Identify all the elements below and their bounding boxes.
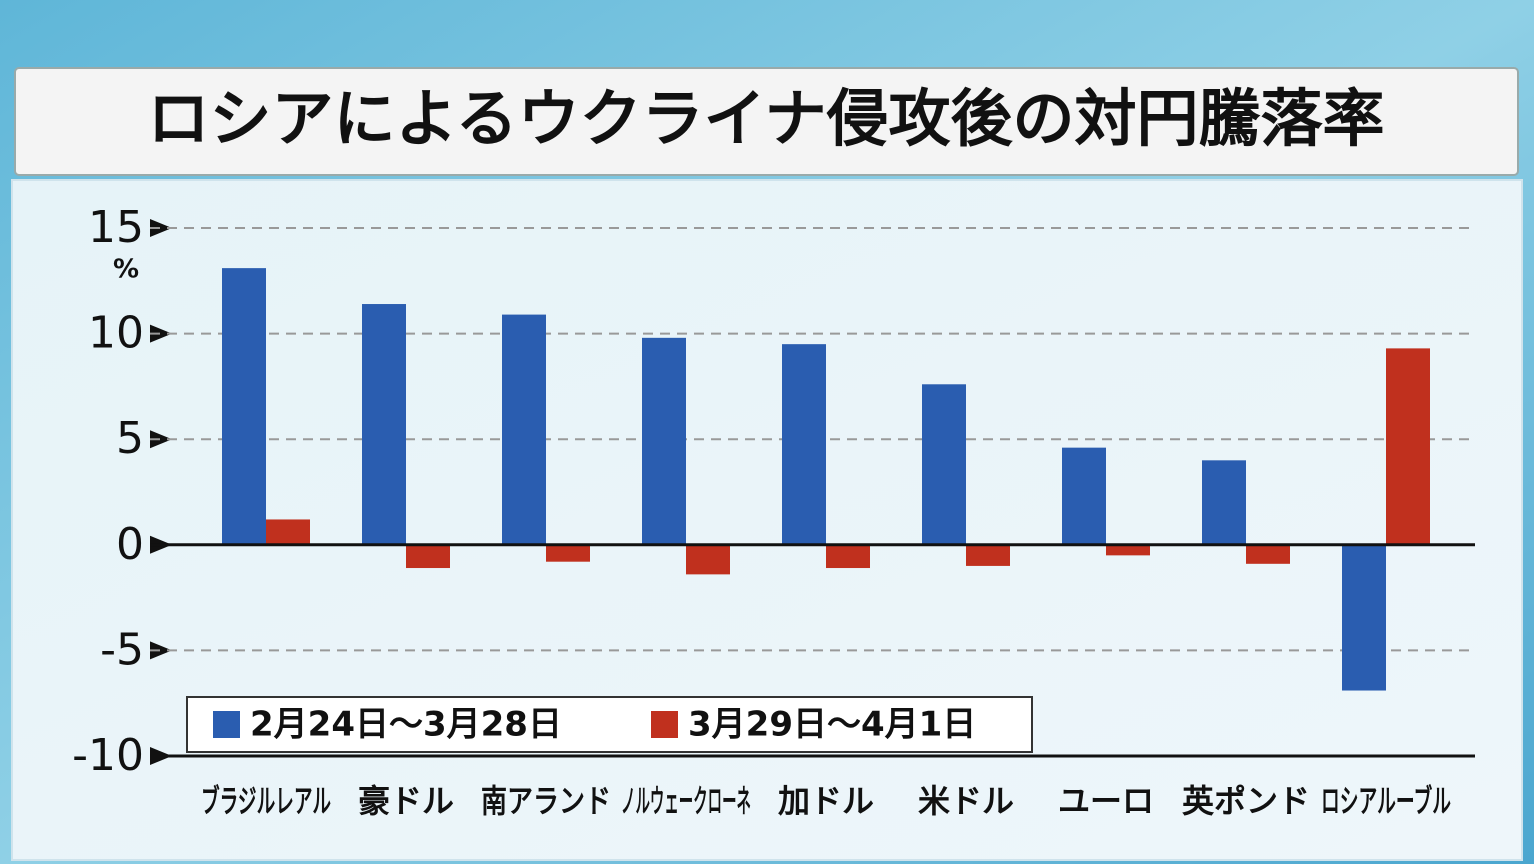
x-tick-label: ブラジルレアル: [201, 782, 331, 820]
tick-arrow: [150, 324, 172, 343]
legend-swatch: [651, 711, 678, 738]
legend-swatch: [213, 711, 240, 738]
bar: [686, 544, 730, 575]
y-unit: %: [113, 255, 139, 285]
bar: [1342, 544, 1386, 691]
tick-arrow: [150, 430, 172, 449]
legend-box: [186, 696, 1033, 753]
bar: [222, 268, 266, 545]
bar: [362, 304, 406, 545]
bar: [1062, 447, 1106, 545]
y-tick-label: -10: [72, 730, 144, 781]
bar: [1106, 544, 1150, 556]
y-tick-label: 0: [116, 519, 144, 570]
title-box: [14, 67, 1519, 176]
x-tick-label: ロシアルーブル: [1321, 782, 1451, 820]
chart-title: ロシアによるウクライナ侵攻後の対円騰落率: [148, 82, 1385, 155]
bar: [826, 544, 870, 569]
y-tick-label: -5: [100, 624, 144, 675]
bar: [502, 314, 546, 545]
bar: [922, 384, 966, 545]
bar: [406, 544, 450, 569]
bar: [782, 344, 826, 545]
legend-label: 3月29日～4月1日: [688, 705, 976, 745]
y-tick-label: 5: [116, 413, 144, 464]
x-tick-label: ユーロ: [1058, 782, 1154, 820]
tick-arrow: [150, 219, 172, 237]
x-tick-label: ノルウェークローネ: [621, 782, 751, 820]
bar: [1386, 348, 1430, 545]
tick-arrow: [150, 641, 172, 660]
legend-label: 2月24日～3月28日: [250, 705, 562, 745]
bar: [642, 337, 686, 545]
bar: [1246, 544, 1290, 564]
bar: [266, 519, 310, 545]
x-tick-label: 英ポンド: [1182, 782, 1310, 820]
x-tick-label: 加ドル: [778, 782, 874, 820]
y-tick-label: 10: [88, 308, 144, 359]
bar: [966, 544, 1010, 566]
x-tick-label: 米ドル: [918, 782, 1014, 820]
x-tick-label: 豪ドル: [358, 782, 454, 820]
bar: [1202, 460, 1246, 545]
x-tick-label: 南アランド: [481, 782, 611, 820]
y-tick-label: 15: [88, 202, 144, 253]
bar: [546, 544, 590, 562]
